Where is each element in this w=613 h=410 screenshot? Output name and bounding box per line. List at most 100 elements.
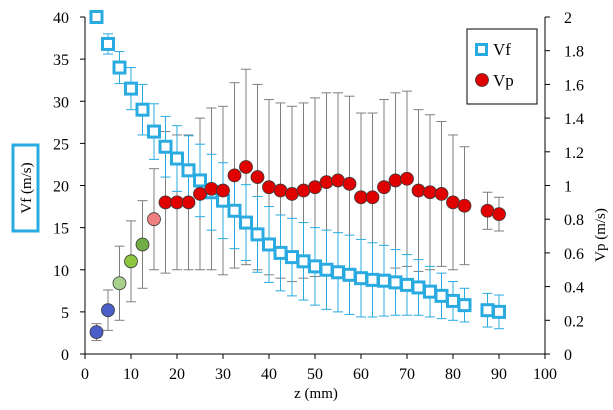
vp-point bbox=[112, 276, 127, 291]
x-tick-label: 50 bbox=[307, 366, 323, 383]
y-right-tick-label: 2 bbox=[564, 10, 572, 27]
legend-box bbox=[466, 28, 538, 105]
y-left-tick-label: 30 bbox=[53, 94, 69, 111]
y-left-tick-label: 35 bbox=[53, 52, 69, 69]
vf-point bbox=[193, 173, 207, 188]
vf-point bbox=[273, 245, 288, 260]
vp-point bbox=[365, 190, 380, 205]
y-right-tick-label: 1.6 bbox=[564, 77, 584, 94]
vf-point bbox=[342, 267, 357, 282]
x-tick-label: 90 bbox=[491, 366, 507, 383]
vf-point bbox=[446, 293, 460, 308]
vp-point bbox=[101, 303, 115, 318]
vf-point bbox=[377, 273, 391, 288]
x-tick-label: 70 bbox=[399, 366, 415, 383]
vf-point bbox=[423, 284, 437, 299]
vp-point bbox=[423, 185, 437, 200]
vf-point bbox=[112, 60, 127, 75]
vp-point bbox=[308, 180, 322, 195]
vf-point bbox=[434, 288, 449, 303]
vp-point bbox=[89, 325, 104, 339]
vf-point bbox=[285, 250, 299, 265]
y-left-tick-label: 20 bbox=[53, 179, 69, 196]
vp-point bbox=[388, 173, 403, 188]
vf-point bbox=[89, 10, 104, 24]
legend-vf-label: Vf bbox=[493, 40, 511, 59]
x-axis-title: z (mm) bbox=[294, 386, 338, 402]
vf-point bbox=[181, 163, 196, 178]
vp-point bbox=[170, 195, 184, 210]
vp-point bbox=[216, 183, 230, 198]
y-right-tick-label: 0 bbox=[564, 347, 572, 364]
legend-vp-label: Vp bbox=[493, 71, 514, 90]
x-tick-label: 80 bbox=[445, 366, 461, 383]
vf-point bbox=[158, 139, 173, 154]
legend-vp-marker bbox=[475, 73, 489, 87]
x-tick-label: 60 bbox=[353, 366, 369, 383]
y-right-tick-label: 0.8 bbox=[564, 212, 584, 229]
vp-point bbox=[446, 195, 460, 210]
vf-point bbox=[365, 272, 380, 287]
vp-point bbox=[400, 171, 414, 186]
y-right-tick-label: 0.6 bbox=[564, 246, 584, 263]
vp-point bbox=[354, 190, 368, 205]
legend: Vf Vp bbox=[466, 28, 538, 105]
y-left-tick-label: 5 bbox=[61, 305, 69, 322]
axes bbox=[80, 16, 550, 359]
vp-point bbox=[227, 168, 242, 183]
y-right-axis-title: Vp (m/s) bbox=[593, 208, 609, 262]
vp-point bbox=[135, 237, 150, 252]
vp-point bbox=[457, 198, 472, 213]
vf-point bbox=[480, 303, 495, 318]
y-right-tick-label: 1.2 bbox=[564, 145, 584, 162]
vf-point bbox=[354, 271, 368, 286]
vp-point bbox=[331, 173, 345, 188]
y-right-tick-label: 0.4 bbox=[564, 280, 584, 297]
x-tick-label: 20 bbox=[169, 366, 185, 383]
vp-point bbox=[296, 183, 311, 198]
y-left-tick-label: 25 bbox=[53, 136, 69, 153]
vp-point bbox=[492, 207, 506, 222]
vf-point bbox=[135, 102, 150, 117]
y-left-tick-label: 0 bbox=[61, 347, 69, 364]
vp-point bbox=[193, 187, 207, 201]
vf-point bbox=[239, 215, 253, 230]
vf-point bbox=[411, 280, 426, 295]
vf-point bbox=[227, 203, 242, 218]
vp-point bbox=[239, 160, 253, 174]
y-right-tick-label: 0.2 bbox=[564, 313, 584, 330]
legend-vf-marker bbox=[475, 43, 488, 56]
tick-labels: 0 10 20 30 40 50 60 70 80 90 100 0 5 10 15 20 25 30 35 40 0 0… bbox=[53, 10, 584, 383]
vf-point bbox=[250, 227, 265, 242]
vf-point bbox=[147, 124, 161, 139]
vp-point bbox=[377, 180, 391, 195]
vf-point bbox=[319, 262, 334, 277]
data-markers bbox=[89, 10, 506, 339]
vp-point bbox=[285, 187, 299, 201]
vp-point bbox=[273, 183, 288, 198]
vf-point bbox=[262, 237, 276, 252]
vp-point bbox=[147, 212, 161, 227]
x-tick-label: 30 bbox=[215, 366, 231, 383]
vf-point bbox=[457, 298, 472, 313]
x-tick-label: 10 bbox=[123, 366, 139, 383]
vf-point bbox=[124, 81, 138, 96]
x-tick-label: 40 bbox=[261, 366, 277, 383]
vp-point bbox=[480, 203, 495, 218]
y-left-axis-title: Vf (m/s) bbox=[19, 162, 35, 213]
y-right-tick-label: 1.4 bbox=[564, 111, 584, 128]
vp-point bbox=[124, 254, 138, 269]
vp-point bbox=[158, 195, 173, 210]
vf-point bbox=[388, 275, 403, 290]
vf-point bbox=[400, 277, 414, 292]
vp-point bbox=[181, 195, 196, 210]
vf-point bbox=[101, 36, 115, 51]
vp-point bbox=[250, 170, 265, 184]
vp-point bbox=[434, 187, 449, 201]
vp-point bbox=[204, 181, 219, 196]
vp-point bbox=[262, 180, 276, 195]
vf-point bbox=[296, 254, 311, 269]
y-left-tick-label: 15 bbox=[53, 221, 69, 238]
vf-point bbox=[492, 304, 506, 319]
